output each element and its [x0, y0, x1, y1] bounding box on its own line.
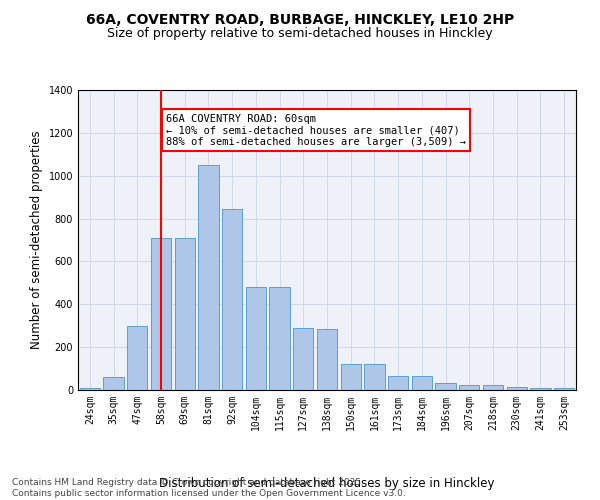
Bar: [103, 377, 124, 390]
Bar: [388, 376, 408, 390]
Bar: [459, 384, 479, 390]
Text: Size of property relative to semi-detached houses in Hinckley: Size of property relative to semi-detach…: [107, 28, 493, 40]
Bar: [127, 326, 148, 390]
Text: Contains HM Land Registry data © Crown copyright and database right 2025.
Contai: Contains HM Land Registry data © Crown c…: [12, 478, 406, 498]
Bar: [199, 165, 218, 390]
Bar: [269, 287, 290, 390]
Bar: [483, 386, 503, 390]
Text: 66A COVENTRY ROAD: 60sqm
← 10% of semi-detached houses are smaller (407)
88% of : 66A COVENTRY ROAD: 60sqm ← 10% of semi-d…: [166, 114, 466, 147]
Bar: [341, 364, 361, 390]
Bar: [530, 388, 551, 390]
Bar: [412, 376, 432, 390]
Bar: [222, 209, 242, 390]
Text: Distribution of semi-detached houses by size in Hinckley: Distribution of semi-detached houses by …: [159, 477, 495, 490]
Bar: [175, 238, 195, 390]
Bar: [364, 364, 385, 390]
Bar: [554, 388, 574, 390]
Bar: [293, 328, 313, 390]
Bar: [151, 238, 171, 390]
Bar: [246, 287, 266, 390]
Text: 66A, COVENTRY ROAD, BURBAGE, HINCKLEY, LE10 2HP: 66A, COVENTRY ROAD, BURBAGE, HINCKLEY, L…: [86, 12, 514, 26]
Bar: [317, 329, 337, 390]
Bar: [506, 387, 527, 390]
Bar: [80, 388, 100, 390]
Y-axis label: Number of semi-detached properties: Number of semi-detached properties: [30, 130, 43, 350]
Bar: [436, 382, 455, 390]
